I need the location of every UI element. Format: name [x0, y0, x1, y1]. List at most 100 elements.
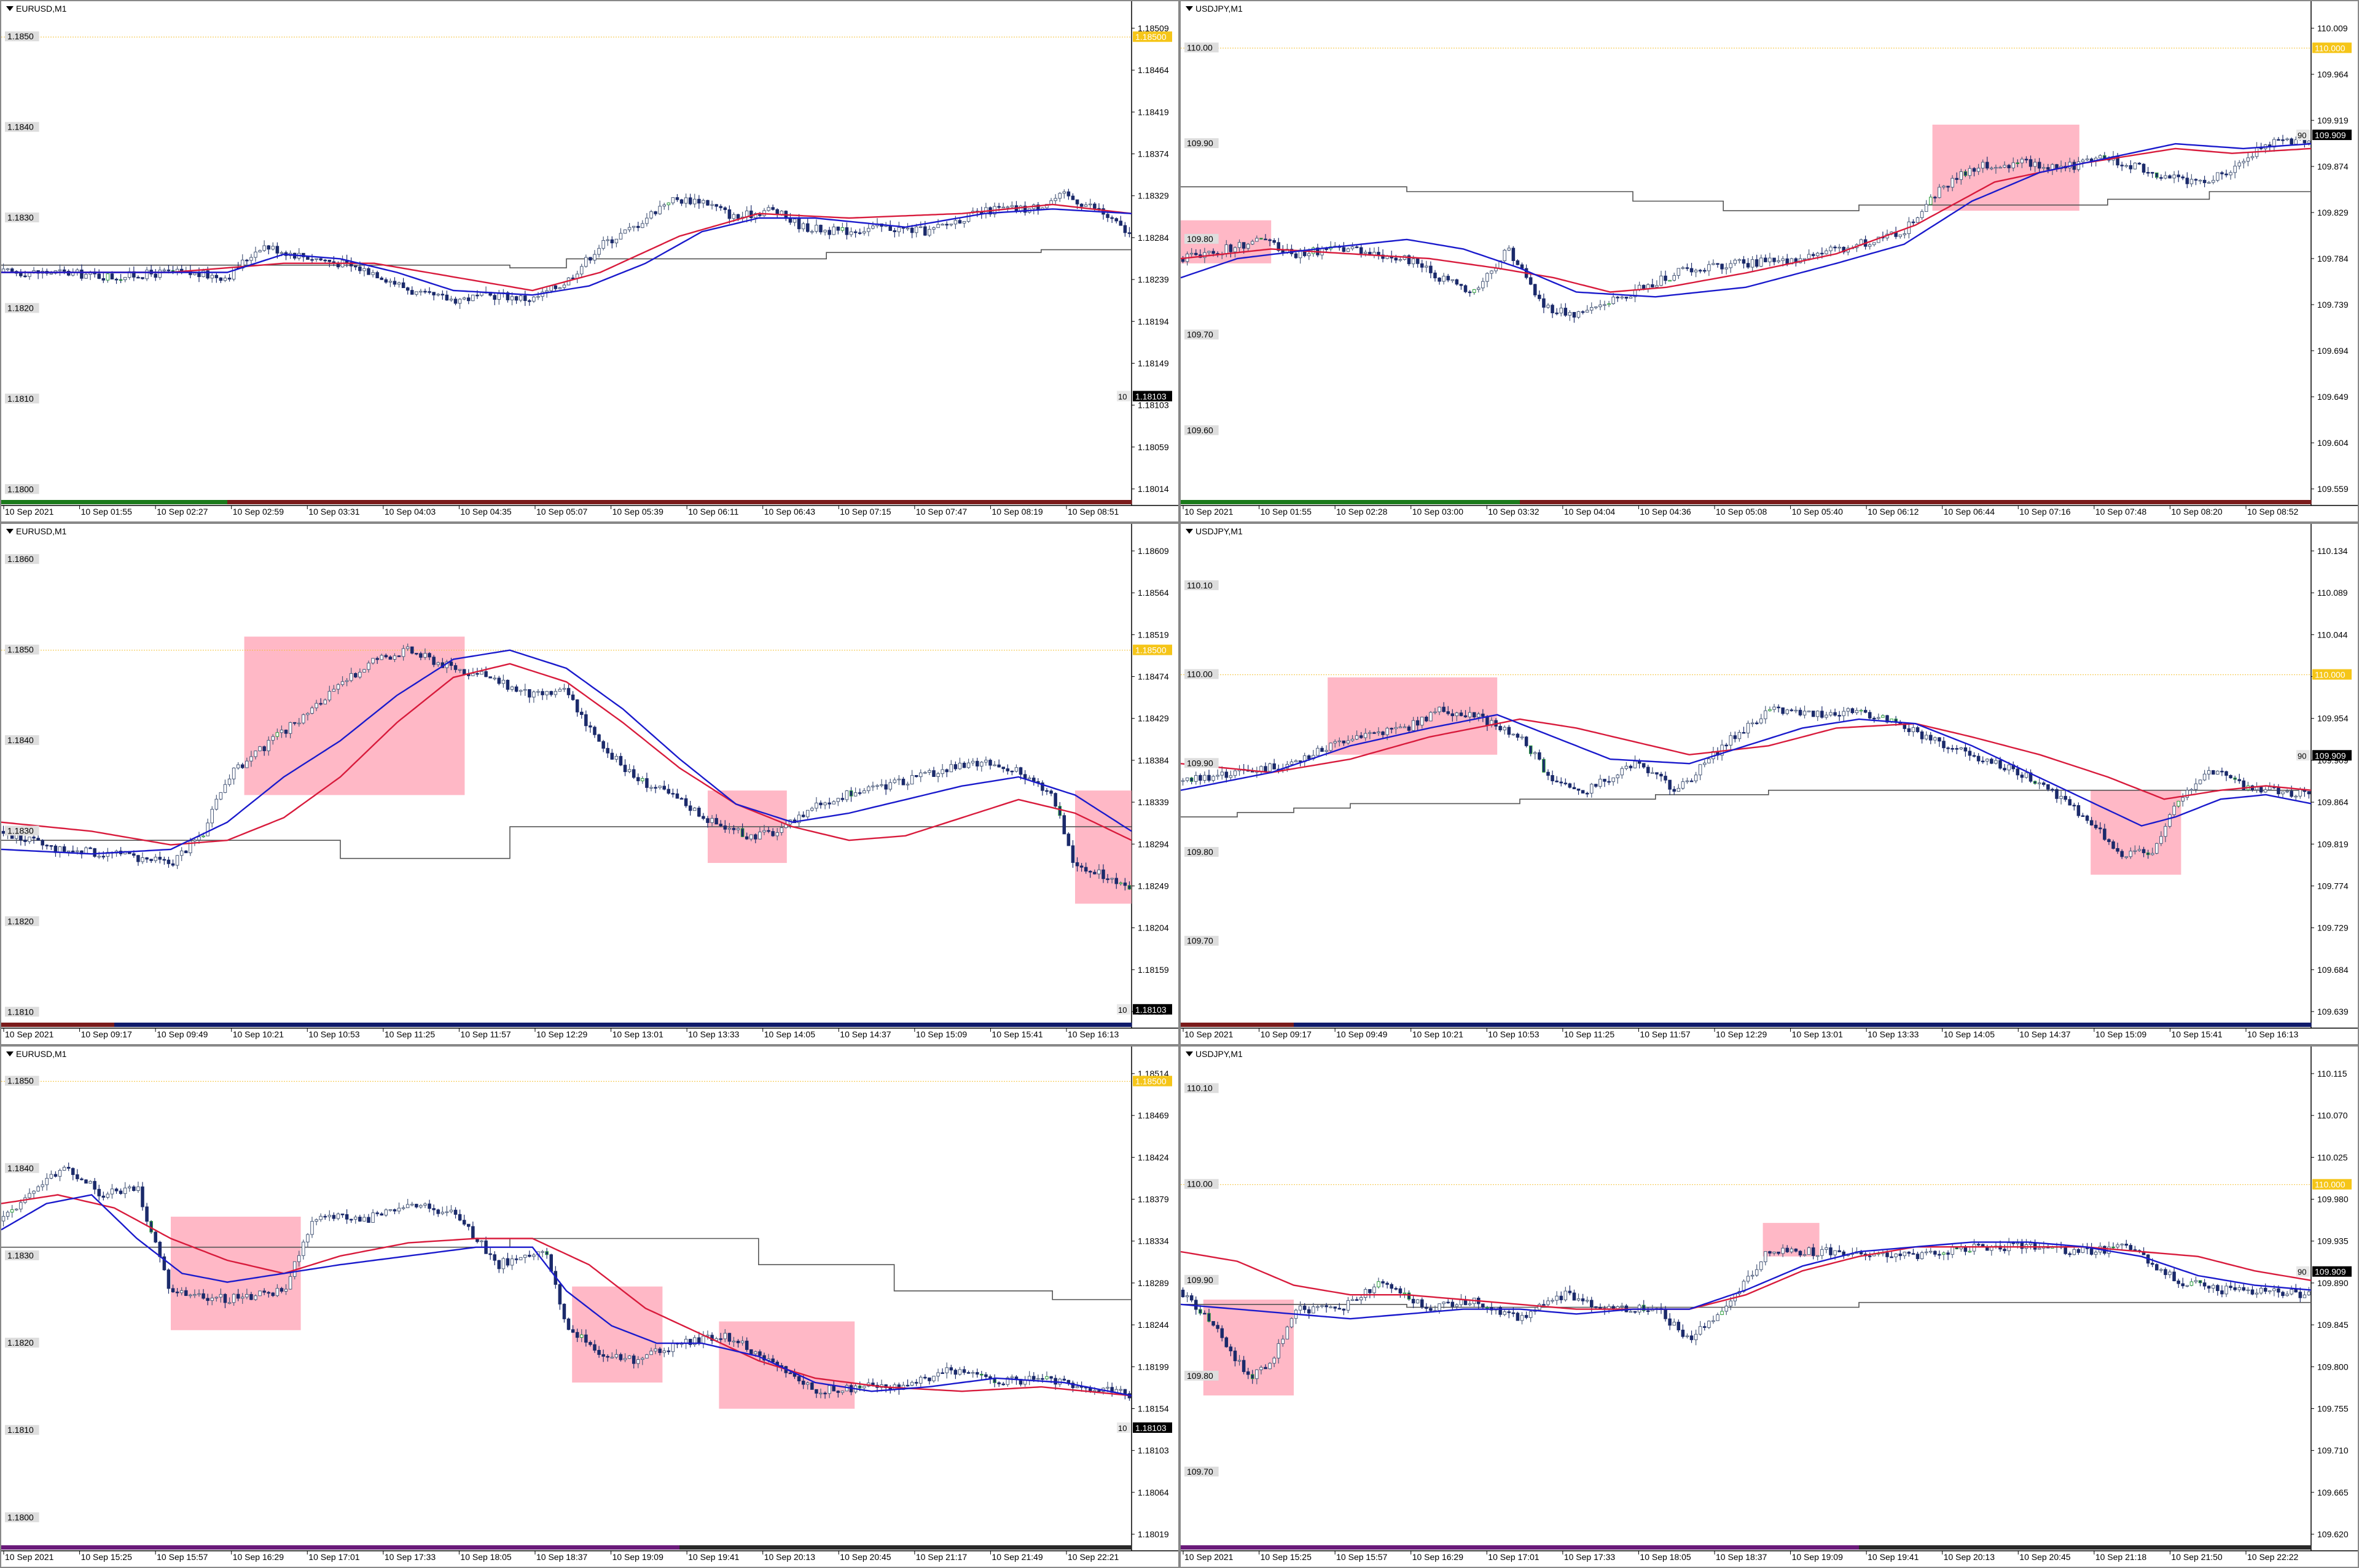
candle-body	[2076, 161, 2081, 170]
candle-body	[623, 229, 627, 234]
chart-panel-eurusd-1[interactable]: 1.1850 1.1840 1.1830 1.1820 1.1810 1.1800 1.18…	[0, 0, 1180, 523]
candle-body	[601, 1354, 605, 1357]
dropdown-triangle-icon[interactable]	[6, 1051, 14, 1056]
candle-body	[571, 694, 575, 700]
candle-body	[914, 1382, 918, 1384]
candle-body	[667, 202, 671, 205]
session-bar-segment	[1407, 1545, 1520, 1550]
candle-body	[1298, 760, 1302, 762]
chart-symbol-title[interactable]: USDJPY,M1	[1186, 1049, 1243, 1059]
candle-body	[1724, 267, 1728, 270]
price-tick-label: 110.070	[2317, 1110, 2348, 1120]
candle-body	[166, 859, 171, 864]
price-tick-label: 1.18379	[1138, 1195, 1169, 1204]
candle-body	[1324, 1305, 1328, 1308]
candle-body	[645, 778, 649, 788]
candle-body	[315, 258, 318, 260]
time-label: 10 Sep 16:13	[2247, 1029, 2299, 1039]
current-price-badge-text: 109.909	[2315, 1267, 2346, 1277]
step-indicator-line	[1, 249, 1132, 268]
candle-body	[2146, 852, 2150, 856]
candle-body	[2089, 158, 2094, 162]
candle-body	[667, 1350, 671, 1352]
chart-symbol-title[interactable]: USDJPY,M1	[1186, 4, 1243, 14]
candle-body	[788, 218, 792, 223]
candle-body	[1312, 1306, 1315, 1314]
highlight-box[interactable]	[244, 636, 465, 795]
chart-canvas[interactable]: 110.00109.90109.80109.70109.60110.009109…	[1181, 1, 2358, 521]
dropdown-triangle-icon[interactable]	[1186, 6, 1193, 11]
candle-body	[780, 827, 784, 833]
left-price-label: 1.1850	[7, 645, 34, 655]
chart-panel-usdjpy-2[interactable]: 110.10 110.00 109.90 109.80 109.70 110.134 110…	[1180, 523, 2359, 1045]
candle-body	[254, 751, 257, 757]
dropdown-triangle-icon[interactable]	[1186, 1051, 1193, 1056]
chart-panel-eurusd-2[interactable]: 1.1860 1.1850 1.1840 1.1830 1.1820 1.1810 1.18…	[0, 523, 1180, 1045]
chart-panel-eurusd-3[interactable]: 1.1850 1.1840 1.1830 1.1820 1.1810 1.1800 1.18…	[0, 1045, 1180, 1568]
candle-body	[2237, 779, 2241, 781]
chart-symbol-title[interactable]: EURUSD,M1	[6, 1049, 66, 1059]
highlight-box[interactable]	[1075, 790, 1132, 904]
dropdown-triangle-icon[interactable]	[6, 529, 14, 534]
highlight-box[interactable]	[1932, 124, 2079, 211]
session-bar-segment	[1, 1545, 115, 1550]
price-tick-label: 1.18474	[1138, 672, 1169, 682]
price-tick-label: 109.954	[2317, 714, 2349, 724]
candle-body	[754, 1351, 757, 1354]
candle-body	[280, 1288, 284, 1292]
time-label: 10 Sep 19:41	[688, 1552, 740, 1562]
candle-body	[101, 1195, 106, 1198]
candle-body	[580, 711, 584, 716]
candle-body	[1446, 276, 1450, 281]
candle-body	[1963, 747, 1968, 752]
chart-panel-usdjpy-3[interactable]: 110.10 110.00 109.90 109.80 109.70 110.115 110…	[1180, 1045, 2359, 1568]
time-label: 10 Sep 13:33	[688, 1029, 740, 1039]
price-tick-label: 1.18154	[1138, 1403, 1169, 1413]
candle-body	[740, 1340, 745, 1343]
candle-body	[1698, 1326, 1702, 1335]
candle-body	[518, 295, 523, 301]
candle-body	[984, 1374, 988, 1377]
candle-body	[1199, 775, 1202, 781]
time-label: 10 Sep 10:21	[233, 1029, 284, 1039]
dropdown-triangle-icon[interactable]	[1186, 529, 1193, 534]
candle-body	[1837, 1250, 1841, 1252]
chart-canvas[interactable]: 1.18501.18401.18301.18201.18101.18001.18…	[1, 1, 1178, 521]
candle-body	[1045, 1376, 1049, 1379]
candle-body	[71, 1168, 75, 1176]
candle-body	[1075, 862, 1079, 867]
candle-body	[405, 1204, 410, 1208]
highlight-box[interactable]	[719, 1321, 855, 1409]
chart-panel-usdjpy-1[interactable]: 110.00 109.90 109.80 109.70 109.60 110.009 109…	[1180, 0, 2359, 523]
candle-body	[1976, 755, 1981, 762]
dropdown-triangle-icon[interactable]	[6, 6, 14, 11]
current-price-badge-text: 1.18103	[1135, 1005, 1167, 1015]
candle-body	[2028, 1242, 2033, 1245]
highlight-box[interactable]	[1328, 677, 1498, 755]
candle-body	[545, 691, 549, 695]
candle-body	[549, 1254, 553, 1272]
candle-body	[1251, 1374, 1254, 1379]
chart-symbol-title[interactable]: EURUSD,M1	[6, 526, 66, 536]
candle-body	[1455, 712, 1459, 716]
chart-symbol-title[interactable]: USDJPY,M1	[1186, 526, 1243, 536]
chart-canvas[interactable]: 1.18501.18401.18301.18201.18101.18001.18…	[1, 1047, 1178, 1567]
chart-canvas[interactable]: 110.10110.00109.90109.80109.70110.115110…	[1181, 1047, 2358, 1567]
highlight-box[interactable]	[572, 1286, 663, 1383]
candle-body	[679, 199, 684, 204]
chart-canvas[interactable]: 110.10110.00109.90109.80109.70110.134110…	[1181, 524, 2358, 1044]
left-price-label-bg	[1184, 233, 1219, 244]
candle-body	[1001, 1383, 1005, 1386]
candle-body	[2202, 1282, 2207, 1287]
candle-body	[1246, 243, 1250, 249]
symbol-label: EURUSD,M1	[16, 1049, 67, 1059]
candle-body	[562, 1303, 566, 1319]
candle-body	[2016, 1242, 2020, 1244]
price-prefix-bg	[2296, 130, 2310, 141]
candle-body	[1646, 1310, 1650, 1313]
left-price-label-bg	[5, 393, 39, 404]
chart-canvas[interactable]: 1.18601.18501.18401.18301.18201.18101.18…	[1, 524, 1178, 1044]
chart-symbol-title[interactable]: EURUSD,M1	[6, 4, 66, 14]
candle-body	[632, 1355, 636, 1364]
candle-body	[675, 197, 679, 200]
